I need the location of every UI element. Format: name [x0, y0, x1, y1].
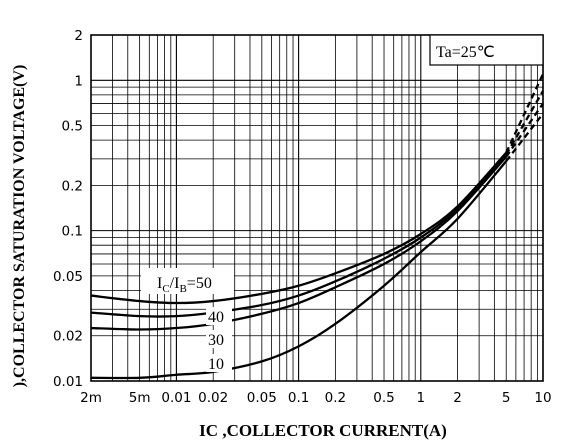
series-line-40 [90, 153, 508, 318]
y-tick-label: 0.05 [53, 269, 83, 285]
series-label-30: 30 [208, 332, 224, 349]
series-label-background-30 [206, 330, 232, 348]
x-tick-label: 10 [534, 390, 551, 406]
series-labels: 40 30 10 [206, 307, 232, 373]
x-tick-label: 1 [417, 390, 426, 406]
x-tick-labels: 2m 5m 0.01 0.02 0.05 0.1 0.2 0.5 1 2 5 10 [80, 390, 551, 406]
x-axis-label: IC ,COLLECTOR CURRENT(A) [199, 421, 447, 440]
series-label-10: 10 [208, 356, 224, 373]
condition-label: Ta=25℃ [436, 44, 495, 61]
condition-box: Ta=25℃ [429, 34, 544, 66]
y-tick-label: 0.1 [62, 224, 83, 240]
x-tick-label: 0.02 [198, 390, 228, 406]
series-extension-30 [505, 102, 544, 158]
x-tick-label: 0.1 [288, 390, 309, 406]
x-tick-label: 0.2 [325, 390, 346, 406]
x-tick-label: 0.01 [161, 390, 191, 406]
x-tick-label: 5 [502, 390, 511, 406]
series-line-50 [90, 151, 508, 305]
series-label-suffix: =50 [187, 275, 212, 292]
y-tick-label: 1 [74, 73, 83, 89]
series-line-10 [90, 160, 508, 380]
y-tick-label: 0.2 [62, 178, 83, 194]
x-tick-label: 0.05 [247, 390, 277, 406]
grid [90, 34, 544, 382]
series-extension-40 [505, 90, 544, 156]
series-label-background-10 [206, 354, 232, 372]
y-tick-label: 0.5 [62, 119, 83, 135]
series-label-background-40 [206, 307, 232, 325]
series-label-40: 40 [208, 309, 224, 326]
series-label-i: I [157, 275, 162, 292]
series-line-30 [90, 155, 508, 331]
y-tick-label: 0.02 [53, 329, 83, 345]
x-tick-label: 2m [80, 390, 102, 406]
y-tick-labels: 0.01 0.02 0.05 0.1 0.2 0.5 1 2 [53, 28, 83, 390]
series-group [90, 73, 545, 380]
y-tick-label: 0.01 [53, 374, 83, 390]
series-extension-10 [505, 112, 544, 162]
x-tick-label: 2 [453, 390, 462, 406]
series-label-text: IC/IB=50 [157, 275, 212, 295]
y-tick-label: 2 [74, 28, 83, 44]
series-label-icib: IC/IB=50 [141, 268, 234, 295]
series-label-sub-c: C [162, 283, 169, 295]
series-extension-50 [505, 73, 545, 154]
series-label-background [141, 268, 234, 294]
x-tick-label: 5m [129, 390, 151, 406]
x-tick-label: 0.5 [373, 390, 394, 406]
plot-frame [90, 34, 544, 382]
series-label-slash: /I [170, 275, 180, 292]
series-label-sub-b: B [179, 283, 186, 295]
y-axis-label: ),COLLECTOR SATURATION VOLTAGE(V) [11, 65, 28, 388]
condition-box-border [429, 34, 544, 66]
